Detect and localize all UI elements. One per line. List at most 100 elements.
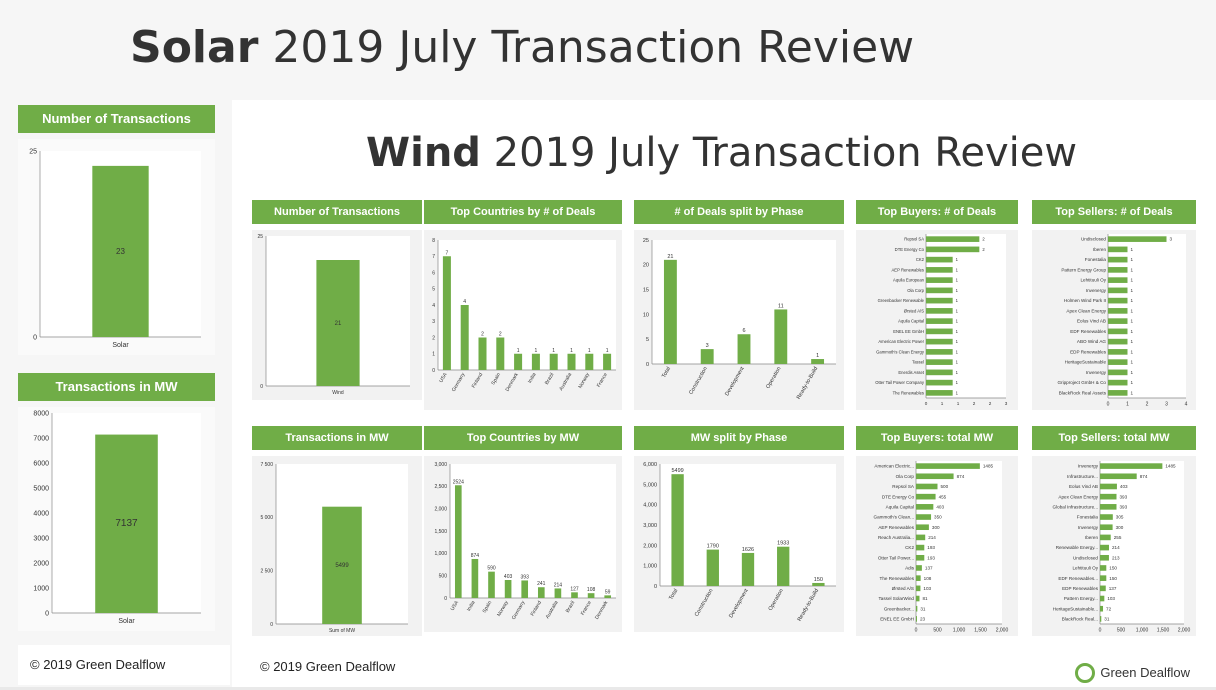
bar xyxy=(663,259,677,364)
bar xyxy=(454,485,462,598)
wind-panel-wind-count: Number of Transactions 0 25 21 Wind xyxy=(252,200,422,400)
x-tick-label: Solar xyxy=(112,342,129,349)
x-tick-label: 1,500 xyxy=(1157,628,1170,634)
y-tick-label: Aquila European xyxy=(893,278,925,283)
y-tick-label: 20 xyxy=(643,263,649,269)
data-label: 1 xyxy=(1131,288,1134,293)
y-tick-label: Aquila Capital xyxy=(898,319,924,324)
x-tick-label: Spain xyxy=(490,372,502,386)
bar xyxy=(471,558,479,598)
bar xyxy=(1100,483,1117,490)
y-tick-label: Ola Corp xyxy=(896,474,915,479)
x-tick-label: Brazil xyxy=(565,600,576,614)
bar xyxy=(488,571,495,598)
y-tick-label: Aquila Capital xyxy=(886,504,914,509)
bar xyxy=(1108,349,1128,355)
bar xyxy=(926,328,953,335)
data-label: 81 xyxy=(922,596,928,601)
bar xyxy=(706,549,719,586)
bar xyxy=(504,579,512,598)
solar-title-rest: 2019 July Transaction Review xyxy=(258,22,915,73)
y-tick-label: Eolus Vind AB xyxy=(1077,319,1106,324)
data-label: 500 xyxy=(941,484,949,489)
y-tick-label: Ørsted A/S xyxy=(892,586,914,591)
data-label: 21 xyxy=(667,254,673,260)
bar xyxy=(1100,585,1106,592)
panel-header: Top Countries by # of Deals xyxy=(424,200,622,224)
data-label: 1 xyxy=(1131,247,1134,252)
data-label: 590 xyxy=(487,566,496,572)
x-tick-label: 1 xyxy=(957,401,960,406)
solar-footer: © 2019 Green Dealflow xyxy=(18,645,230,685)
bar xyxy=(1100,565,1107,571)
data-label: 103 xyxy=(923,586,931,591)
data-label: 1 xyxy=(1131,319,1134,324)
bar xyxy=(926,267,953,273)
panel-header: Top Sellers: # of Deals xyxy=(1032,200,1196,224)
y-tick-label: EDF Renewables xyxy=(1070,329,1106,334)
data-label: 874 xyxy=(957,474,965,479)
y-tick-label: 0 xyxy=(260,384,263,390)
x-tick-label: Denmark xyxy=(504,372,520,393)
bar xyxy=(316,260,360,386)
data-label: 1 xyxy=(552,348,555,354)
data-label: 214 xyxy=(554,582,563,588)
y-tick-label: 1,500 xyxy=(434,529,447,535)
y-tick-label: 0 xyxy=(654,584,657,590)
bar xyxy=(554,588,562,598)
bar xyxy=(1100,575,1107,581)
y-tick-label: CK2 xyxy=(905,545,914,550)
y-tick-label: Undisclosed xyxy=(1073,555,1098,560)
x-tick-label: Solar xyxy=(118,618,135,625)
data-label: 1 xyxy=(956,278,959,283)
data-label: 1 xyxy=(1131,349,1134,354)
y-tick-label: Eolus Vind AB xyxy=(1069,484,1098,489)
data-label: 31 xyxy=(920,606,926,611)
bar xyxy=(916,483,938,490)
bar xyxy=(514,353,523,370)
y-tick-label: 25 xyxy=(257,234,263,240)
y-tick-label: 500 xyxy=(439,573,448,579)
data-label: 1 xyxy=(1131,390,1134,395)
y-tick-label: Otter Tail Power... xyxy=(878,555,914,560)
y-tick-label: 5,000 xyxy=(643,482,657,488)
y-tick-label: 25 xyxy=(643,238,649,244)
bar xyxy=(671,474,684,586)
x-tick-label: 1,500 xyxy=(974,628,987,634)
wind-phase-mw-chart: 0 1,000 2,000 3,000 4,000 5,000 6,000 5499 Total… xyxy=(643,462,836,623)
wind-panel-wind-mw: Transactions in MW 0 2 500 5 000 7 500 5499 Su… xyxy=(252,426,422,636)
x-tick-label: USA xyxy=(438,371,449,383)
data-label: 1 xyxy=(1131,278,1134,283)
data-label: 4 xyxy=(463,299,466,305)
bar xyxy=(322,506,362,624)
x-tick-label: France xyxy=(580,600,593,617)
bar xyxy=(1108,359,1128,365)
y-tick-label: Pattern Energy... xyxy=(1064,596,1098,601)
y-tick-label: 25 xyxy=(29,148,37,155)
y-tick-label: 1 xyxy=(432,352,435,358)
data-label: 305 xyxy=(1116,515,1124,520)
data-label: 1 xyxy=(956,380,959,385)
data-label: 103 xyxy=(1107,596,1115,601)
y-tick-label: 15 xyxy=(643,288,649,294)
data-label: 241 xyxy=(537,581,546,587)
bar xyxy=(1100,514,1113,520)
data-label: 1 xyxy=(1131,257,1134,262)
bar xyxy=(916,595,920,602)
data-label: 1 xyxy=(816,353,819,359)
data-label: 137 xyxy=(1109,586,1117,591)
y-tick-label: 7000 xyxy=(33,435,49,442)
x-tick-label: 4 xyxy=(1185,402,1188,408)
data-label: 1485 xyxy=(1165,464,1176,469)
x-tick-label: 500 xyxy=(1117,628,1126,634)
bar xyxy=(916,463,980,469)
data-label: 72 xyxy=(1106,606,1112,611)
x-tick-label: Operation xyxy=(768,588,785,612)
wind-panel-wind-countries-mw: Top Countries by MW 0 500 1,000 1,500 2,000 2,… xyxy=(424,426,622,632)
bar xyxy=(926,379,953,386)
bar xyxy=(587,593,595,598)
data-label: 1 xyxy=(588,348,591,354)
x-tick-label: France xyxy=(596,372,609,389)
y-tick-label: 8000 xyxy=(33,410,49,417)
bar xyxy=(926,390,953,396)
